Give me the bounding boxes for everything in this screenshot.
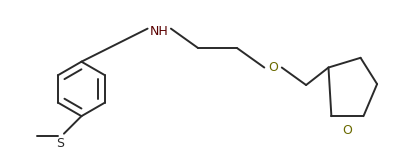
Text: NH: NH <box>149 25 168 38</box>
Text: O: O <box>343 124 352 137</box>
Text: S: S <box>56 137 64 150</box>
Text: O: O <box>268 61 278 74</box>
